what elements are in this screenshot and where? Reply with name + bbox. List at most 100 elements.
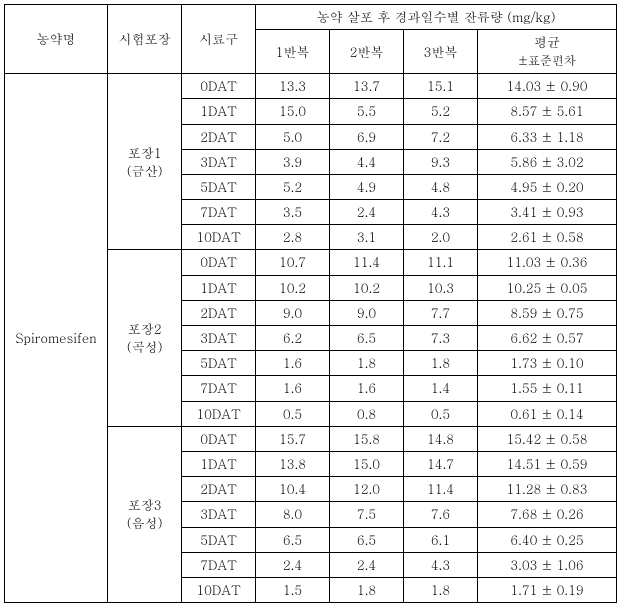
header-pesticide: 농약명 [5,5,108,74]
rep2-cell: 2.4 [330,200,404,225]
avg-cell: 2.61 ± 0.58 [477,225,616,250]
rep3-cell: 14.8 [403,426,477,451]
rep2-cell: 9.0 [330,300,404,325]
rep1-cell: 10.4 [256,477,330,502]
dat-cell: 5DAT [182,527,256,552]
header-avg-line2: ±표준편차 [518,52,576,69]
dat-cell: 1DAT [182,451,256,476]
avg-cell: 7.68 ± 0.26 [477,502,616,527]
rep2-cell: 6.5 [330,326,404,351]
avg-cell: 8.59 ± 0.75 [477,300,616,325]
dat-cell: 7DAT [182,376,256,401]
rep2-cell: 3.1 [330,225,404,250]
rep1-cell: 13.8 [256,451,330,476]
avg-cell: 10.25 ± 0.05 [477,275,616,300]
site-name-cell: 포장3(음성) [108,426,182,602]
rep3-cell: 11.4 [403,477,477,502]
rep1-cell: 13.3 [256,74,330,99]
avg-cell: 11.28 ± 0.83 [477,477,616,502]
header-rep1: 1반복 [256,30,330,74]
rep2-cell: 4.9 [330,174,404,199]
rep3-cell: 4.3 [403,200,477,225]
avg-cell: 14.03 ± 0.90 [477,74,616,99]
rep2-cell: 13.7 [330,74,404,99]
dat-cell: 7DAT [182,200,256,225]
rep1-cell: 1.6 [256,376,330,401]
avg-cell: 6.33 ± 1.18 [477,124,616,149]
header-row-1: 농약명 시험포장 시료구 농약 살포 후 경과일수별 잔류량 (mg/kg) [5,5,617,30]
rep3-cell: 11.1 [403,250,477,275]
rep3-cell: 15.1 [403,74,477,99]
header-sample-group: 시료구 [182,5,256,74]
header-test-site: 시험포장 [108,5,182,74]
site-name-line1: 포장3 [128,495,162,514]
rep3-cell: 7.7 [403,300,477,325]
rep3-cell: 10.3 [403,275,477,300]
rep3-cell: 6.1 [403,527,477,552]
rep2-cell: 6.5 [330,527,404,552]
rep1-cell: 9.0 [256,300,330,325]
dat-cell: 3DAT [182,149,256,174]
table-body: Spiromesifen포장1(금산)0DAT13.313.715.114.03… [5,74,617,603]
rep3-cell: 14.7 [403,451,477,476]
rep2-cell: 15.0 [330,451,404,476]
avg-cell: 1.73 ± 0.10 [477,351,616,376]
site-name-line2: (금산) [127,161,163,180]
dat-cell: 2DAT [182,124,256,149]
avg-cell: 8.57 ± 5.61 [477,99,616,124]
dat-cell: 0DAT [182,74,256,99]
header-rep3: 3반복 [403,30,477,74]
rep2-cell: 12.0 [330,477,404,502]
rep1-cell: 1.6 [256,351,330,376]
header-residue-title: 농약 살포 후 경과일수별 잔류량 (mg/kg) [256,5,617,30]
rep3-cell: 0.5 [403,401,477,426]
rep2-cell: 10.2 [330,275,404,300]
avg-cell: 1.55 ± 0.11 [477,376,616,401]
site-name-cell: 포장2(곡성) [108,250,182,426]
rep2-cell: 1.6 [330,376,404,401]
rep3-cell: 9.3 [403,149,477,174]
rep1-cell: 2.8 [256,225,330,250]
dat-cell: 2DAT [182,477,256,502]
dat-cell: 5DAT [182,174,256,199]
dat-cell: 0DAT [182,426,256,451]
dat-cell: 10DAT [182,577,256,602]
rep3-cell: 1.4 [403,376,477,401]
rep1-cell: 3.5 [256,200,330,225]
dat-cell: 3DAT [182,502,256,527]
avg-cell: 1.71 ± 0.19 [477,577,616,602]
rep1-cell: 5.0 [256,124,330,149]
rep2-cell: 1.8 [330,577,404,602]
dat-cell: 10DAT [182,401,256,426]
rep2-cell: 0.8 [330,401,404,426]
avg-cell: 0.61 ± 0.14 [477,401,616,426]
site-name-line1: 포장1 [128,143,162,162]
rep1-cell: 6.2 [256,326,330,351]
rep2-cell: 5.5 [330,99,404,124]
rep1-cell: 10.7 [256,250,330,275]
rep3-cell: 1.8 [403,351,477,376]
rep1-cell: 2.4 [256,552,330,577]
rep2-cell: 1.8 [330,351,404,376]
avg-cell: 5.86 ± 3.02 [477,149,616,174]
rep1-cell: 10.2 [256,275,330,300]
rep3-cell: 2.0 [403,225,477,250]
site-name-cell: 포장1(금산) [108,74,182,250]
rep1-cell: 15.7 [256,426,330,451]
rep2-cell: 4.4 [330,149,404,174]
rep3-cell: 7.6 [403,502,477,527]
dat-cell: 3DAT [182,326,256,351]
header-rep2: 2반복 [330,30,404,74]
header-avg-line1: 평균 [534,32,560,51]
avg-cell: 14.51 ± 0.59 [477,451,616,476]
dat-cell: 1DAT [182,99,256,124]
avg-cell: 3.41 ± 0.93 [477,200,616,225]
pesticide-name-cell: Spiromesifen [5,74,108,603]
rep1-cell: 3.9 [256,149,330,174]
rep3-cell: 4.3 [403,552,477,577]
rep3-cell: 7.2 [403,124,477,149]
rep3-cell: 1.8 [403,577,477,602]
dat-cell: 2DAT [182,300,256,325]
header-avg: 평균 ±표준편차 [477,30,616,74]
site-name-line1: 포장2 [128,319,162,338]
